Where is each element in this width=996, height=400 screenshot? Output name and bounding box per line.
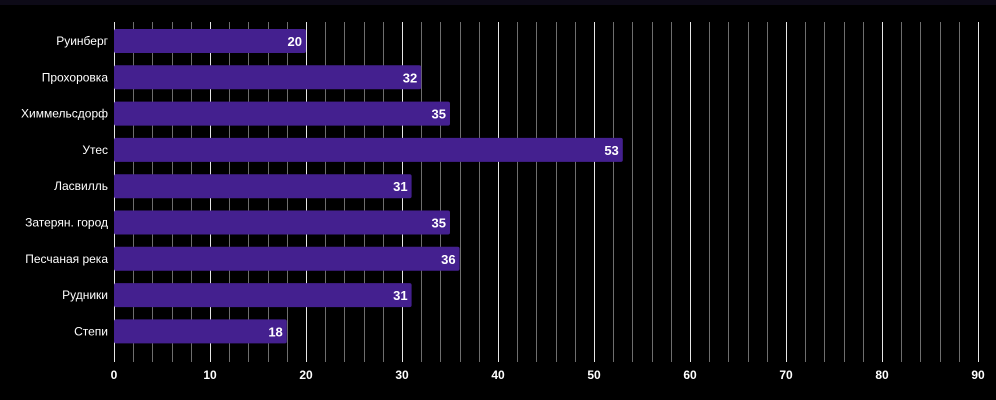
- category-label-4: Утес: [82, 143, 108, 157]
- category-label-5: Ласвилль: [54, 179, 108, 193]
- data-label-4: 53: [604, 143, 618, 158]
- x-tick-label: 50: [587, 368, 601, 382]
- x-tick-label: 90: [971, 368, 985, 382]
- bar-7: [114, 246, 460, 271]
- top-border: [0, 0, 996, 5]
- bar-9: [114, 319, 287, 344]
- bar-4: [114, 137, 623, 162]
- x-tick-label: 80: [875, 368, 889, 382]
- x-tick-label: 30: [395, 368, 409, 382]
- x-tick-label: 40: [491, 368, 505, 382]
- category-label-7: Песчаная река: [25, 252, 108, 266]
- category-label-2: Прохоровка: [42, 70, 109, 84]
- bar-5: [114, 174, 412, 199]
- x-tick-label: 10: [203, 368, 217, 382]
- bar-1: [114, 29, 306, 53]
- category-label-3: Химмельсдорф: [21, 107, 108, 121]
- data-label-9: 18: [268, 324, 282, 339]
- data-label-6: 35: [432, 216, 446, 231]
- category-label-8: Рудники: [62, 288, 108, 302]
- bar-8: [114, 283, 412, 308]
- data-label-5: 31: [393, 179, 407, 194]
- data-label-7: 36: [441, 252, 455, 267]
- data-label-3: 35: [432, 107, 446, 122]
- x-tick-label: 20: [299, 368, 313, 382]
- x-tick-label: 60: [683, 368, 697, 382]
- category-label-9: Степи: [74, 324, 108, 338]
- x-tick-label: 0: [111, 368, 118, 382]
- data-label-8: 31: [393, 288, 407, 303]
- x-tick-label: 70: [779, 368, 793, 382]
- data-label-2: 32: [403, 70, 417, 85]
- category-label-6: Затерян. город: [25, 216, 108, 230]
- category-label-1: Руинберг: [56, 34, 108, 48]
- bar-3: [114, 101, 450, 126]
- bar-6: [114, 210, 450, 235]
- bar-2: [114, 65, 422, 90]
- data-label-1: 20: [288, 34, 302, 49]
